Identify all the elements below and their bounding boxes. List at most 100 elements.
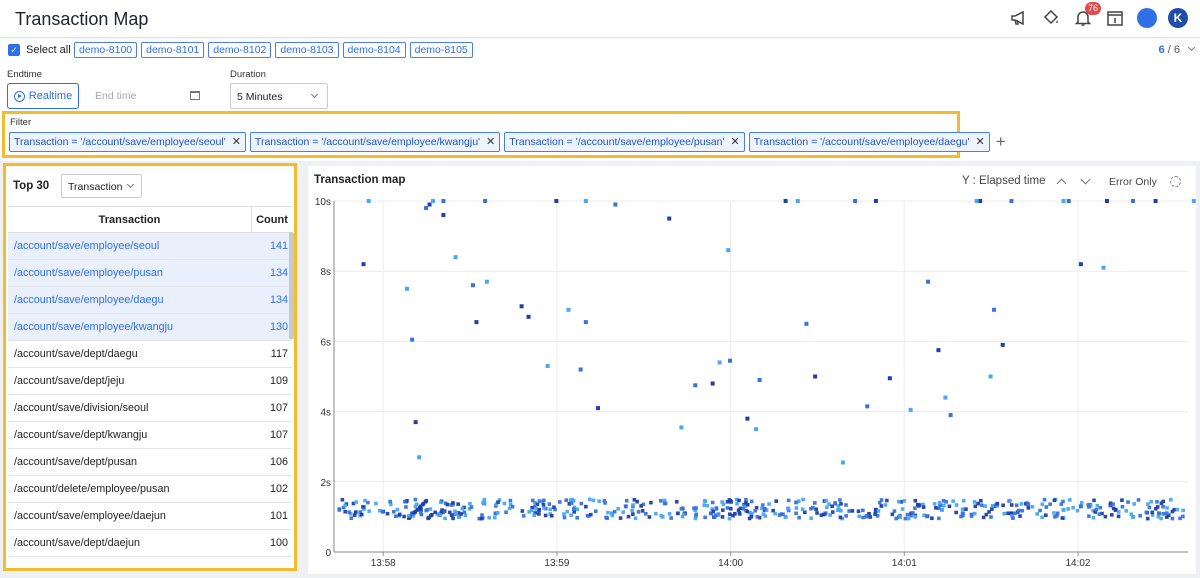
table-row[interactable]: /account/save/dept/kwangju 107 (8, 422, 292, 449)
chat-icon[interactable] (1136, 7, 1158, 29)
time-controls: Endtime Realtime End time Duration 5 Min… (0, 63, 1200, 111)
transaction-scatter-chart[interactable]: 0 2s 4s 6s 8s 10s 13:58 13:59 14:00 14:01 14:02 (308, 194, 1196, 572)
baseline-point (856, 509, 861, 514)
baseline-point (744, 501, 748, 505)
scatter-point (583, 320, 588, 325)
baseline-point (1155, 505, 1160, 509)
scatter-point (726, 248, 731, 253)
scatter-point (1061, 199, 1066, 203)
table-row[interactable]: /account/save/employee/daejun 101 (8, 503, 292, 530)
col-transaction[interactable]: Transaction (8, 207, 252, 232)
baseline-point (861, 508, 865, 513)
chevron-down-icon[interactable] (1080, 174, 1091, 185)
filter-chip[interactable]: Transaction = '/account/save/employee/kw… (249, 132, 501, 152)
filter-chip[interactable]: Transaction = '/account/save/employee/da… (748, 132, 990, 152)
row-count: 117 (270, 348, 288, 360)
close-icon[interactable]: ✕ (730, 136, 740, 148)
scatter-point (783, 514, 788, 519)
baseline-point (451, 516, 455, 521)
baseline-point (354, 500, 358, 504)
agent-tag[interactable]: demo-8105 (409, 42, 473, 58)
table-row[interactable]: /account/save/employee/daegu 134 (8, 287, 292, 314)
error-only-toggle[interactable]: Error Only (1109, 176, 1157, 188)
baseline-point (674, 499, 679, 504)
baseline-point (553, 507, 557, 512)
baseline-point (850, 509, 855, 513)
table-row[interactable]: /account/save/employee/pusan 134 (8, 260, 292, 287)
baseline-point (537, 499, 542, 503)
baseline-point (937, 516, 941, 521)
y-axis-selector[interactable]: Y : Elapsed time (962, 175, 1046, 187)
table-row[interactable]: /account/save/division/seoul 107 (8, 395, 292, 422)
table-row[interactable]: /account/delete/employee/pusan 102 (8, 476, 292, 503)
paint-bucket-icon[interactable] (1040, 7, 1062, 29)
baseline-point (925, 514, 929, 519)
top30-group-select[interactable]: Transaction (61, 174, 142, 198)
row-count: 100 (269, 537, 288, 549)
baseline-point (1087, 505, 1091, 509)
baseline-point (911, 511, 915, 515)
scatter-point (366, 199, 371, 203)
table-row[interactable]: /account/save/employee/seoul 141 (8, 233, 292, 260)
baseline-point (714, 506, 719, 510)
table-row[interactable]: /account/save/dept/jeju 109 (8, 368, 292, 395)
baseline-point (822, 512, 826, 517)
gear-icon[interactable] (1170, 176, 1181, 187)
baseline-point (694, 514, 698, 519)
row-count: 106 (269, 456, 288, 468)
baseline-point (424, 499, 429, 503)
scatter-point (583, 199, 588, 203)
agent-pager[interactable]: 6 / 6 (1159, 43, 1196, 56)
baseline-point (1026, 506, 1031, 510)
bell-icon[interactable]: 76 (1072, 2, 1101, 29)
calendar-info-icon[interactable] (1104, 7, 1126, 29)
duration-select[interactable]: 5 Minutes (230, 83, 328, 109)
baseline-point (626, 514, 631, 519)
baseline-point (603, 501, 607, 505)
col-count[interactable]: Count (256, 214, 288, 226)
baseline-point (584, 504, 588, 509)
avatar[interactable]: K (1168, 8, 1188, 28)
calendar-icon[interactable] (190, 91, 200, 100)
table-row[interactable]: /account/save/dept/daejun 100 (8, 530, 292, 557)
agent-tag[interactable]: demo-8100 (74, 42, 138, 58)
megaphone-icon[interactable] (1008, 7, 1030, 29)
agent-list: demo-8100 demo-8101 demo-8102 demo-8103 demo… (74, 42, 473, 58)
scatter-point (926, 279, 931, 284)
baseline-point (635, 499, 639, 504)
baseline-point (388, 502, 393, 507)
baseline-point (1178, 516, 1182, 521)
baseline-point (992, 504, 997, 509)
realtime-button[interactable]: Realtime (7, 83, 79, 109)
add-filter-icon[interactable]: + (995, 132, 1006, 151)
filter-chip[interactable]: Transaction = '/account/save/employee/pu… (504, 132, 745, 152)
baseline-point (981, 515, 986, 520)
baseline-point (493, 504, 498, 508)
scatter-point (745, 416, 750, 421)
baseline-point (954, 503, 959, 507)
scatter-point (1078, 504, 1083, 509)
close-icon[interactable]: ✕ (975, 136, 985, 148)
table-row[interactable]: /account/save/employee/kwangju 130 (8, 314, 292, 341)
baseline-point (1116, 514, 1121, 519)
scatter-point (783, 199, 788, 203)
realtime-label: Realtime (28, 90, 73, 102)
baseline-point (391, 509, 396, 514)
scrollbar-thumb[interactable] (289, 232, 294, 339)
close-icon[interactable]: ✕ (486, 136, 496, 148)
table-row[interactable]: /account/save/dept/daegu 117 (8, 341, 292, 368)
agent-tag[interactable]: demo-8102 (208, 42, 272, 58)
endtime-input[interactable]: End time (88, 83, 206, 109)
baseline-point (343, 509, 347, 514)
agent-tag[interactable]: demo-8104 (342, 42, 406, 58)
agent-tag[interactable]: demo-8101 (141, 42, 205, 58)
filter-chip[interactable]: Transaction = '/account/save/employee/se… (9, 132, 246, 152)
select-all-checkbox[interactable]: ✓ (8, 44, 20, 56)
baseline-point (1055, 514, 1059, 518)
close-icon[interactable]: ✕ (231, 136, 241, 148)
baseline-point (502, 501, 507, 506)
chevron-up-icon[interactable] (1056, 178, 1067, 189)
baseline-point (669, 516, 673, 520)
table-row[interactable]: /account/save/dept/pusan 106 (8, 449, 292, 476)
agent-tag[interactable]: demo-8103 (275, 42, 339, 58)
